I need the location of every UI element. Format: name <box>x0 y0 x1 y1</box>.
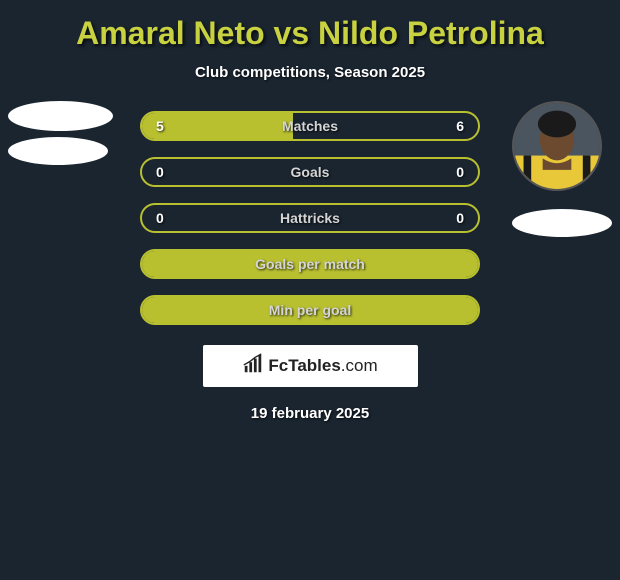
date-label: 19 february 2025 <box>251 405 369 422</box>
player-right-name-placeholder <box>512 209 612 237</box>
stat-bar-min-per-goal: Min per goal <box>140 295 480 325</box>
stat-label: Min per goal <box>269 302 351 318</box>
player-left-block <box>8 101 113 165</box>
player-right-avatar <box>512 101 602 191</box>
logo-text-rest: .com <box>341 356 378 375</box>
logo-text-bold: FcTables <box>268 356 340 375</box>
stat-bar-goals-per-match: Goals per match <box>140 249 480 279</box>
player-right-block <box>512 101 612 237</box>
stat-value-right: 0 <box>456 164 464 180</box>
player-left-name-placeholder <box>8 137 108 165</box>
stat-label: Goals per match <box>255 256 365 272</box>
stats-area: 5 Matches 6 0 Goals 0 0 Hattricks 0 Goal… <box>140 111 480 325</box>
stat-value-right: 0 <box>456 210 464 226</box>
infographic-container: Amaral Neto vs Nildo Petrolina Club comp… <box>0 0 620 432</box>
stat-label: Hattricks <box>280 210 340 226</box>
stat-bar-hattricks: 0 Hattricks 0 <box>140 203 480 233</box>
stat-value-left: 0 <box>156 164 164 180</box>
bar-chart-icon <box>242 353 264 380</box>
stat-value-right: 6 <box>456 118 464 134</box>
player-left-placeholder-icon <box>8 101 113 131</box>
stat-value-left: 0 <box>156 210 164 226</box>
stat-value-left: 5 <box>156 118 164 134</box>
logo-text: FcTables.com <box>268 356 377 376</box>
stat-bar-matches: 5 Matches 6 <box>140 111 480 141</box>
stat-label: Matches <box>282 118 338 134</box>
stat-label: Goals <box>291 164 330 180</box>
page-subtitle: Club competitions, Season 2025 <box>195 64 425 81</box>
stat-bar-goals: 0 Goals 0 <box>140 157 480 187</box>
stat-fill-left <box>142 113 293 139</box>
page-title: Amaral Neto vs Nildo Petrolina <box>76 15 544 52</box>
player-photo-icon <box>514 103 600 189</box>
logo-box: FcTables.com <box>203 345 418 387</box>
